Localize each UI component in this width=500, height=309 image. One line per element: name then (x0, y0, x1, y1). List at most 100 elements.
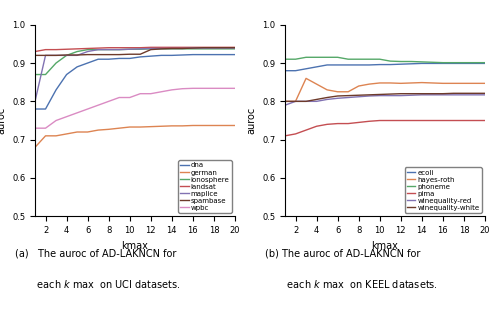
spambase (138, 52, 143, 56)
ionosphere (126, 47, 132, 51)
winequality-white (366, 93, 372, 97)
phoneme (419, 60, 425, 64)
winequality-white (282, 99, 288, 103)
spambase (190, 46, 196, 50)
dna (169, 53, 175, 57)
winequality-red (356, 95, 362, 99)
Text: (a)   The auroc of AD-LAKNCN for: (a) The auroc of AD-LAKNCN for (15, 249, 176, 259)
pima (472, 119, 478, 122)
Line: landsat: landsat (35, 47, 235, 52)
winequality-red (440, 93, 446, 97)
maplice (190, 46, 196, 50)
winequality-red (408, 93, 414, 97)
winequality-white (440, 92, 446, 95)
spambase (64, 53, 70, 57)
Line: winequality-red: winequality-red (285, 95, 485, 105)
pima (450, 119, 456, 122)
maplice (138, 47, 143, 51)
wpbc (116, 96, 122, 99)
hayes-roth (345, 90, 351, 94)
dna (211, 53, 217, 57)
hayes-roth (292, 99, 298, 103)
landsat (42, 48, 48, 52)
landsat (169, 45, 175, 49)
maplice (211, 46, 217, 50)
winequality-red (314, 99, 320, 103)
hayes-roth (366, 82, 372, 86)
wpbc (74, 111, 80, 115)
german (169, 124, 175, 128)
dna (126, 57, 132, 60)
ecoli (450, 61, 456, 65)
pima (440, 119, 446, 122)
landsat (232, 45, 238, 49)
german (190, 124, 196, 127)
ecoli (345, 63, 351, 67)
ionosphere (138, 47, 143, 51)
maplice (64, 53, 70, 57)
spambase (169, 47, 175, 50)
ionosphere (116, 48, 122, 52)
phoneme (356, 57, 362, 61)
landsat (148, 45, 154, 49)
dna (64, 73, 70, 76)
hayes-roth (356, 84, 362, 88)
phoneme (334, 55, 340, 59)
winequality-white (388, 92, 394, 96)
phoneme (472, 61, 478, 65)
pima (419, 119, 425, 122)
maplice (222, 46, 228, 50)
winequality-white (398, 92, 404, 95)
wpbc (42, 126, 48, 130)
wpbc (190, 87, 196, 90)
landsat (84, 47, 90, 50)
ecoli (482, 61, 488, 65)
hayes-roth (314, 82, 320, 86)
Legend: ecoli, hayes-roth, phoneme, pima, winequality-red, winequality-white: ecoli, hayes-roth, phoneme, pima, winequ… (405, 167, 481, 213)
Text: each $k$ max  on UCI datasets.: each $k$ max on UCI datasets. (15, 278, 180, 290)
spambase (84, 53, 90, 57)
wpbc (53, 119, 59, 122)
hayes-roth (472, 82, 478, 85)
landsat (200, 45, 206, 49)
landsat (53, 48, 59, 52)
maplice (169, 47, 175, 50)
hayes-roth (408, 81, 414, 85)
dna (106, 57, 112, 61)
pima (324, 122, 330, 126)
wpbc (64, 115, 70, 119)
ionosphere (32, 73, 38, 76)
hayes-roth (440, 82, 446, 85)
ionosphere (180, 47, 186, 51)
Line: phoneme: phoneme (285, 57, 485, 63)
wpbc (180, 87, 186, 91)
winequality-white (314, 98, 320, 101)
winequality-red (324, 98, 330, 101)
maplice (95, 48, 101, 52)
ionosphere (53, 61, 59, 65)
dna (32, 107, 38, 111)
german (84, 130, 90, 134)
hayes-roth (303, 77, 309, 80)
winequality-white (324, 96, 330, 99)
landsat (74, 47, 80, 51)
wpbc (106, 99, 112, 103)
spambase (32, 53, 38, 57)
Text: (b) The auroc of AD-LAKNCN for: (b) The auroc of AD-LAKNCN for (265, 249, 420, 259)
ionosphere (148, 47, 154, 51)
dna (148, 54, 154, 58)
phoneme (482, 61, 488, 65)
ionosphere (232, 47, 238, 51)
pima (430, 119, 436, 122)
dna (53, 88, 59, 92)
spambase (42, 53, 48, 57)
phoneme (303, 55, 309, 59)
maplice (148, 47, 154, 50)
pima (461, 119, 467, 122)
winequality-white (345, 94, 351, 97)
dna (116, 57, 122, 60)
pima (345, 122, 351, 125)
pima (282, 134, 288, 138)
phoneme (430, 61, 436, 64)
hayes-roth (334, 90, 340, 94)
